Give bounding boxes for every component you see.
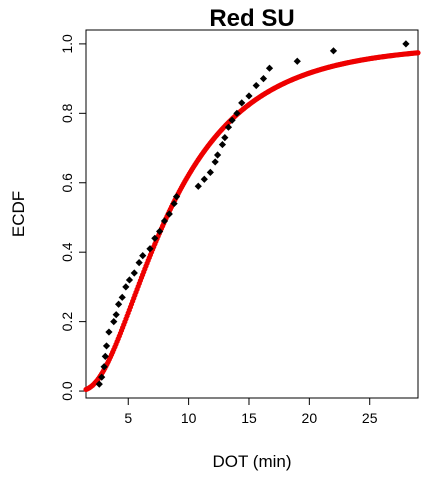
fitted-point (415, 50, 421, 56)
ecdf-point (146, 245, 154, 253)
ecdf-point (130, 269, 138, 277)
ecdf-point (114, 300, 123, 308)
ecdf-point (259, 75, 268, 83)
y-tick-label: 0.0 (59, 381, 75, 401)
y-tick-label: 0.8 (59, 103, 75, 123)
plot-frame (85, 29, 419, 399)
y-axis: 0.0 0.2 0.4 0.6 0.8 1.0 (59, 34, 86, 401)
ecdf-point (206, 168, 214, 176)
chart-title: Red SU (209, 5, 294, 32)
ecdf-point (265, 64, 274, 72)
ecdf-point (329, 47, 338, 55)
ecdf-point (213, 151, 222, 159)
x-tick-label: 5 (124, 410, 132, 426)
ecdf-point (139, 252, 147, 260)
ecdf-point (156, 227, 164, 235)
ecdf-point (221, 134, 229, 142)
ecdf-point (245, 92, 253, 100)
ecdf-point (200, 175, 208, 183)
ecdf-point (218, 140, 227, 149)
ecdf-point (228, 116, 236, 124)
ecdf-point (135, 259, 143, 267)
ecdf-point (125, 276, 134, 284)
ecdf-point (122, 283, 130, 291)
y-tick-label: 0.6 (59, 173, 75, 193)
ecdf-point (151, 234, 159, 242)
x-axis-label: DOT (min) (212, 452, 291, 471)
ecdf-point (165, 210, 173, 218)
series-fitted-red (83, 50, 421, 393)
ecdf-point (160, 217, 169, 225)
y-tick-label: 1.0 (59, 34, 75, 54)
ecdf-point (293, 57, 301, 65)
ecdf-point (101, 352, 109, 360)
ecdf-point (95, 380, 103, 388)
ecdf-point (105, 328, 113, 336)
ecdf-point (98, 373, 106, 381)
x-tick-label: 25 (362, 410, 378, 426)
ecdf-point (238, 99, 246, 107)
ecdf-point (402, 40, 410, 48)
ecdf-point (172, 193, 181, 201)
y-axis-label: ECDF (9, 191, 28, 237)
x-axis: 5 10 15 20 25 (124, 398, 378, 426)
ecdf-point (224, 123, 233, 131)
x-tick-label: 20 (302, 410, 318, 426)
ecdf-point (233, 109, 241, 117)
ecdf-point (118, 293, 126, 301)
ecdf-point (252, 81, 260, 90)
ecdf-point (211, 158, 219, 166)
x-tick-label: 15 (241, 410, 257, 426)
x-tick-label: 10 (181, 410, 197, 426)
ecdf-point (170, 199, 178, 208)
ecdf-point (110, 318, 118, 326)
y-tick-label: 0.2 (59, 312, 75, 332)
y-tick-label: 0.4 (59, 242, 75, 262)
ecdf-point (102, 342, 111, 350)
series-empirical-black (95, 40, 410, 388)
ecdf-point (112, 311, 120, 319)
ecdf-point (100, 363, 108, 371)
ecdf-point (194, 182, 202, 190)
